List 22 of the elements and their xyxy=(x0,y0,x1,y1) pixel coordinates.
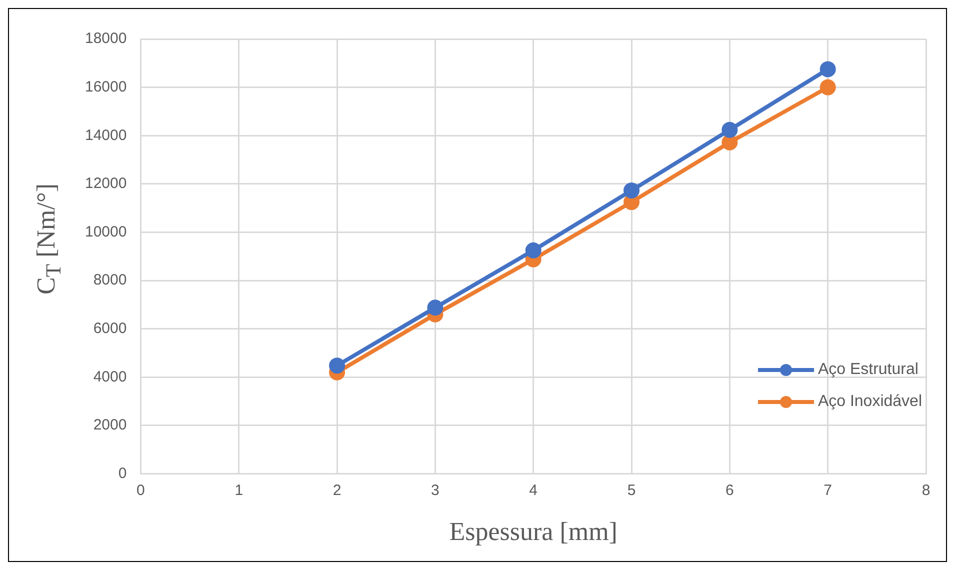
x-tick-label: 2 xyxy=(332,482,342,499)
y-tick-label: 2000 xyxy=(93,416,127,434)
y-tick-label: 0 xyxy=(118,464,127,482)
x-tick-label: 0 xyxy=(136,482,145,499)
legend-label: Aço Estrutural xyxy=(818,361,918,379)
y-tick-label: 8000 xyxy=(93,272,127,289)
x-tick-label: 3 xyxy=(431,482,440,499)
y-tick-label: 6000 xyxy=(93,320,127,338)
x-tick-label: 4 xyxy=(529,482,538,499)
y-tick-label: 14000 xyxy=(84,126,127,144)
x-tick-label: 7 xyxy=(824,482,832,499)
x-tick-label: 5 xyxy=(627,482,636,499)
y-tick-label: 12000 xyxy=(84,175,127,192)
x-tick-label: 6 xyxy=(726,482,734,499)
x-tick-label: 1 xyxy=(234,482,244,499)
y-tick-label: 10000 xyxy=(84,223,127,240)
y-tick-label: 16000 xyxy=(84,78,127,96)
y-tick-label: 18000 xyxy=(84,30,127,48)
y-tick-label: 4000 xyxy=(93,368,127,386)
x-tick-label: 8 xyxy=(922,482,930,499)
legend-label: Aço Inoxidável xyxy=(818,393,922,411)
x-axis-title: Espessura [mm] xyxy=(449,517,618,546)
